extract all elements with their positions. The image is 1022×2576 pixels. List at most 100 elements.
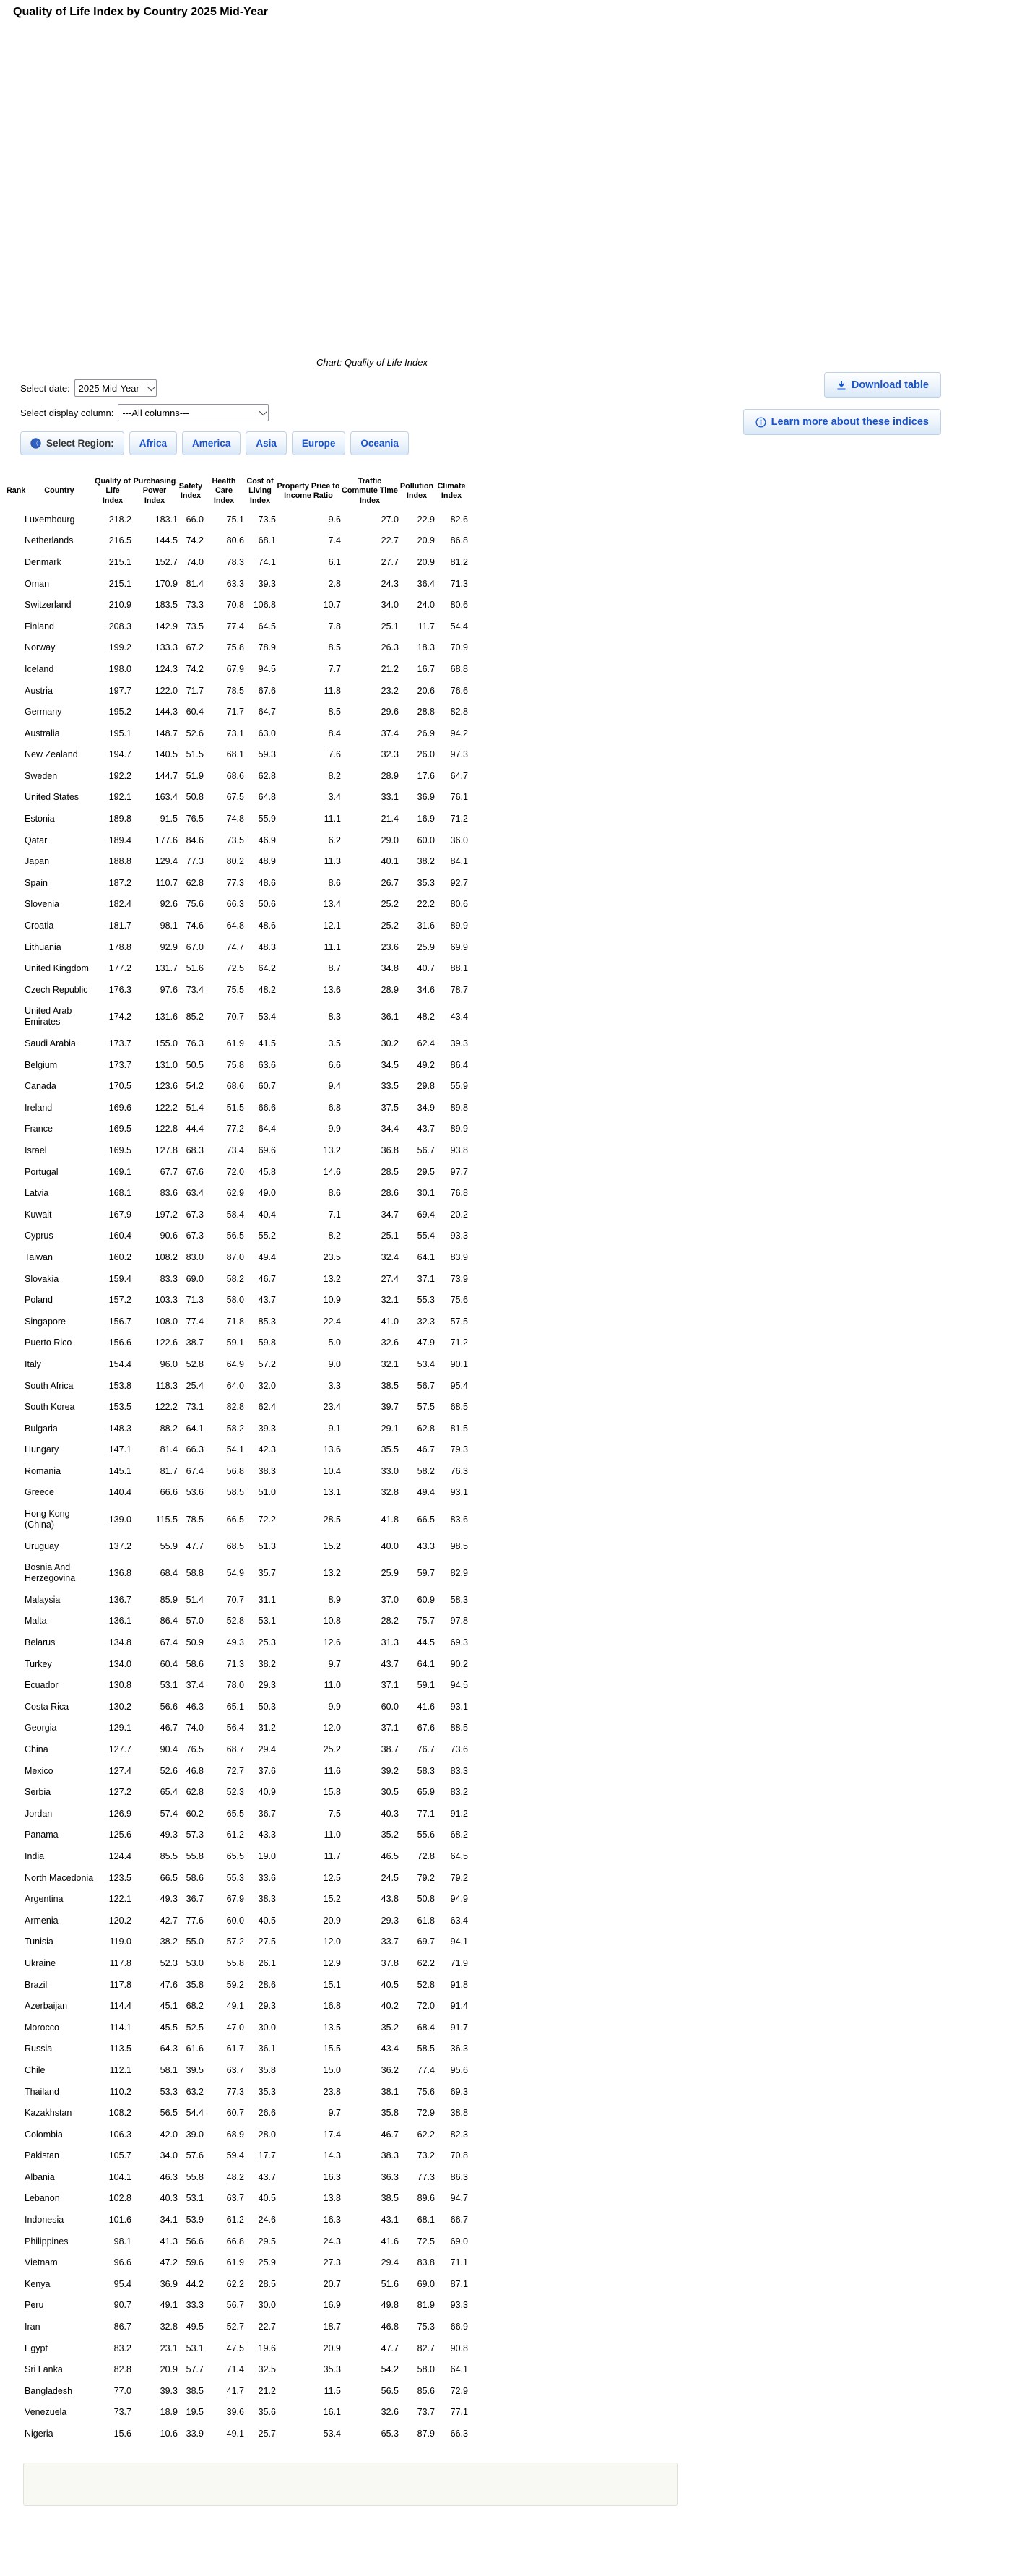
value-cell: 94.2 [450,728,468,738]
value-cell: 40.7 [417,963,435,974]
value-cell: 178.8 [108,942,131,952]
value-cell: 60.9 [417,1594,435,1605]
value-cell: 54.2 [381,2364,399,2375]
value-cell: 17.7 [258,2150,276,2161]
region-button-africa[interactable]: Africa [129,431,178,455]
value-cell: 66.9 [450,2322,468,2332]
value-cell: 34.5 [381,1059,399,1070]
table-row: Saudi Arabia 173.7 155.0 76.3 61.9 41.5 3.5 30.… [6,1033,468,1055]
value-cell: 20.9 [323,1915,341,1926]
value-cell: 77.3 [226,877,244,888]
value-cell: 52.3 [226,1787,244,1798]
value-cell: 40.3 [381,1808,399,1819]
value-cell: 42.3 [258,1444,276,1455]
value-cell: 23.2 [381,685,399,696]
table-row: Romania 145.1 81.7 67.4 56.8 38.3 10.4 33.0 58.2… [6,1461,468,1483]
value-cell: 92.6 [160,899,178,910]
value-cell: 97.3 [450,749,468,760]
value-cell: 83.2 [113,2343,131,2353]
value-cell: 28.2 [381,1616,399,1627]
value-cell: 11.8 [324,685,341,696]
rank-cell [6,744,25,766]
value-cell: 31.2 [258,1723,276,1733]
value-cell: 53.4 [323,2429,341,2439]
region-button-oceania[interactable]: Oceania [350,431,409,455]
value-cell: 33.0 [381,1465,399,1476]
value-cell: 55.9 [450,1081,468,1092]
table-row: Thailand 110.2 53.3 63.2 77.3 35.3 23.8 38.1 75.… [6,2081,468,2103]
country-cell: Netherlands [25,535,74,546]
value-cell: 76.3 [186,1038,204,1048]
value-cell: 53.6 [186,1487,204,1498]
value-cell: 41.7 [226,2385,244,2396]
value-cell: 25.2 [323,1744,341,1754]
date-select[interactable]: 2025 Mid-Year [74,379,157,397]
learn-more-button[interactable]: Learn more about these indices [742,409,941,435]
rank-cell [6,1461,25,1483]
value-cell: 19.0 [258,1851,276,1861]
value-cell: 140.4 [108,1487,131,1498]
value-cell: 75.3 [417,2322,435,2332]
value-cell: 129.4 [155,856,178,867]
country-cell: Jordan [25,1808,53,1819]
value-cell: 58.2 [226,1423,244,1434]
value-cell: 58.6 [186,1872,204,1883]
select-region-button[interactable]: Select Region: [20,431,124,455]
value-cell: 27.5 [258,1937,276,1947]
country-cell: Argentina [25,1894,64,1905]
value-cell: 80.2 [226,856,244,867]
value-cell: 168.1 [108,1188,131,1199]
value-cell: 94.7 [450,2193,468,2204]
value-cell: 39.5 [186,2064,204,2075]
region-button-america[interactable]: America [182,431,241,455]
value-cell: 32.8 [160,2322,178,2332]
rank-cell [6,2167,25,2189]
value-cell: 40.4 [258,1209,276,1220]
value-cell: 28.5 [258,2278,276,2289]
value-cell: 86.8 [450,535,468,546]
value-cell: 92.7 [450,877,468,888]
value-cell: 19.5 [186,2407,204,2418]
column-header-country: Country [44,486,74,496]
download-table-button[interactable]: Download table [823,372,941,398]
value-cell: 170.9 [155,578,178,589]
value-cell: 77.3 [417,2171,435,2182]
country-cell: Belgium [25,1059,58,1070]
value-cell: 39.3 [450,1038,468,1048]
value-cell: 64.2 [258,963,276,974]
value-cell: 56.5 [381,2385,399,2396]
rank-cell [6,1931,25,1953]
value-cell: 40.5 [258,1915,276,1926]
value-cell: 80.6 [226,535,244,546]
display-column-select[interactable]: ---All columns--- [118,404,269,421]
value-cell: 120.2 [108,1915,131,1926]
value-cell: 8.9 [328,1594,341,1605]
country-cell: Chile [25,2064,46,2075]
value-cell: 9.9 [328,1124,341,1134]
value-cell: 46.7 [417,1444,435,1455]
country-cell: Ireland [25,1102,53,1113]
value-cell: 13.2 [323,1273,341,1284]
value-cell: 74.6 [186,921,204,931]
value-cell: 25.3 [258,1637,276,1648]
region-button-asia[interactable]: Asia [246,431,287,455]
value-cell: 81.9 [417,2300,435,2311]
value-cell: 55.8 [186,1851,204,1861]
country-cell: New Zealand [25,749,78,760]
rank-cell [6,1996,25,2017]
value-cell: 8.2 [328,1231,341,1241]
country-cell: Sweden [25,770,58,781]
value-cell: 69.0 [450,2236,468,2247]
region-button-europe[interactable]: Europe [291,431,346,455]
value-cell: 156.6 [108,1337,131,1348]
table-row: Indonesia 101.6 34.1 53.9 61.2 24.6 16.3 43.1 68… [6,2210,468,2231]
country-cell: China [25,1744,48,1754]
value-cell: 7.6 [328,749,341,760]
value-cell: 29.8 [417,1081,435,1092]
value-cell: 34.9 [417,1102,435,1113]
value-cell: 215.1 [108,578,131,589]
value-cell: 43.4 [450,1011,468,1022]
value-cell: 7.8 [328,621,341,632]
value-cell: 130.8 [108,1680,131,1691]
value-cell: 57.7 [186,2364,204,2375]
